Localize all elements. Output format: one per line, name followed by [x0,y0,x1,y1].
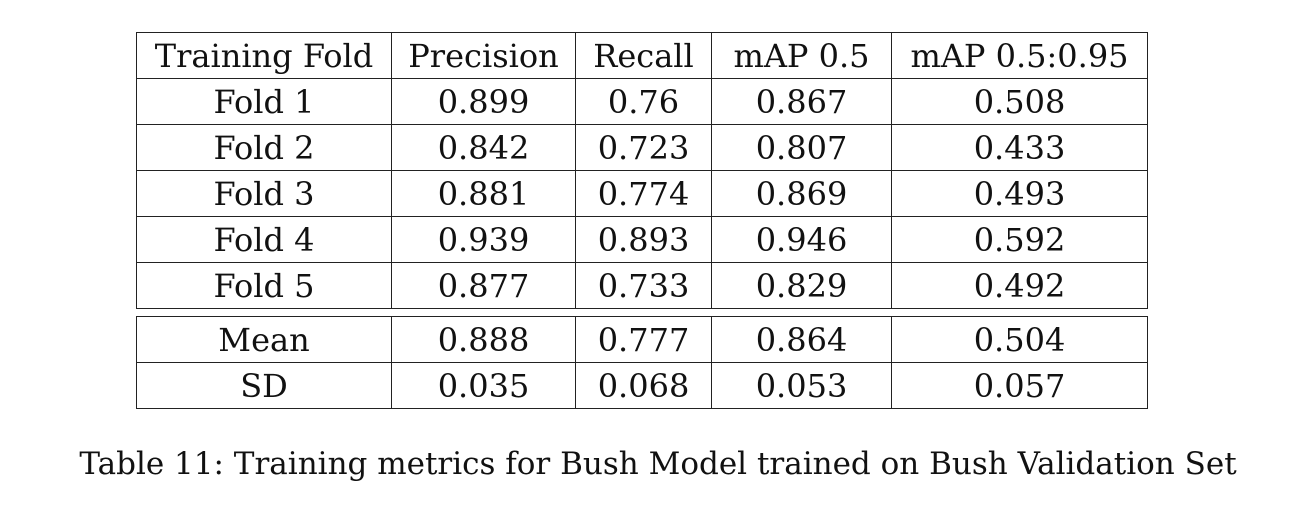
summary-table: Mean 0.888 0.777 0.864 0.504 SD 0.035 0.… [136,316,1148,409]
table-row: Fold 4 0.939 0.893 0.946 0.592 [136,216,1148,263]
header-cell-map-05: mAP 0.5 [711,32,892,79]
table-cell: 0.733 [575,262,712,309]
table-cell: 0.433 [891,124,1148,171]
table-cell: 0.807 [711,124,892,171]
table-cell: 0.864 [711,316,892,363]
summary-row-sd: SD 0.035 0.068 0.053 0.057 [136,362,1148,409]
table-cell: 0.76 [575,78,712,125]
table-cell: 0.508 [891,78,1148,125]
table-cell: 0.888 [391,316,576,363]
table-cell: 0.939 [391,216,576,263]
table-caption: Table 11: Training metrics for Bush Mode… [79,446,1237,482]
table-cell: 0.723 [575,124,712,171]
table-cell: 0.053 [711,362,892,409]
metrics-table: Training Fold Precision Recall mAP 0.5 m… [136,32,1148,309]
metrics-table-container: Training Fold Precision Recall mAP 0.5 m… [136,32,1148,409]
table-cell: Fold 1 [136,78,392,125]
table-cell: Fold 2 [136,124,392,171]
summary-row-mean: Mean 0.888 0.777 0.864 0.504 [136,316,1148,363]
header-row: Training Fold Precision Recall mAP 0.5 m… [136,32,1148,79]
table-cell: 0.057 [891,362,1148,409]
table-cell: 0.492 [891,262,1148,309]
table-cell: 0.774 [575,170,712,217]
header-cell-training-fold: Training Fold [136,32,392,79]
table-cell: 0.881 [391,170,576,217]
table-cell: 0.035 [391,362,576,409]
table-row: Fold 5 0.877 0.733 0.829 0.492 [136,262,1148,309]
table-cell: Fold 3 [136,170,392,217]
header-cell-recall: Recall [575,32,712,79]
table-cell: 0.493 [891,170,1148,217]
table-cell: 0.068 [575,362,712,409]
header-cell-precision: Precision [391,32,576,79]
table-row: Fold 1 0.899 0.76 0.867 0.508 [136,78,1148,125]
table-cell: 0.777 [575,316,712,363]
table-row: Fold 3 0.881 0.774 0.869 0.493 [136,170,1148,217]
table-cell: 0.869 [711,170,892,217]
table-cell: Mean [136,316,392,363]
table-cell: 0.893 [575,216,712,263]
table-row: Fold 2 0.842 0.723 0.807 0.433 [136,124,1148,171]
table-cell: SD [136,362,392,409]
table-cell: 0.592 [891,216,1148,263]
header-cell-map-05-095: mAP 0.5:0.95 [891,32,1148,79]
table-cell: 0.946 [711,216,892,263]
table-cell: Fold 4 [136,216,392,263]
table-cell: 0.867 [711,78,892,125]
section-gap [136,309,1147,316]
table-cell: 0.504 [891,316,1148,363]
table-cell: 0.829 [711,262,892,309]
table-cell: 0.842 [391,124,576,171]
table-cell: 0.877 [391,262,576,309]
table-cell: Fold 5 [136,262,392,309]
table-cell: 0.899 [391,78,576,125]
